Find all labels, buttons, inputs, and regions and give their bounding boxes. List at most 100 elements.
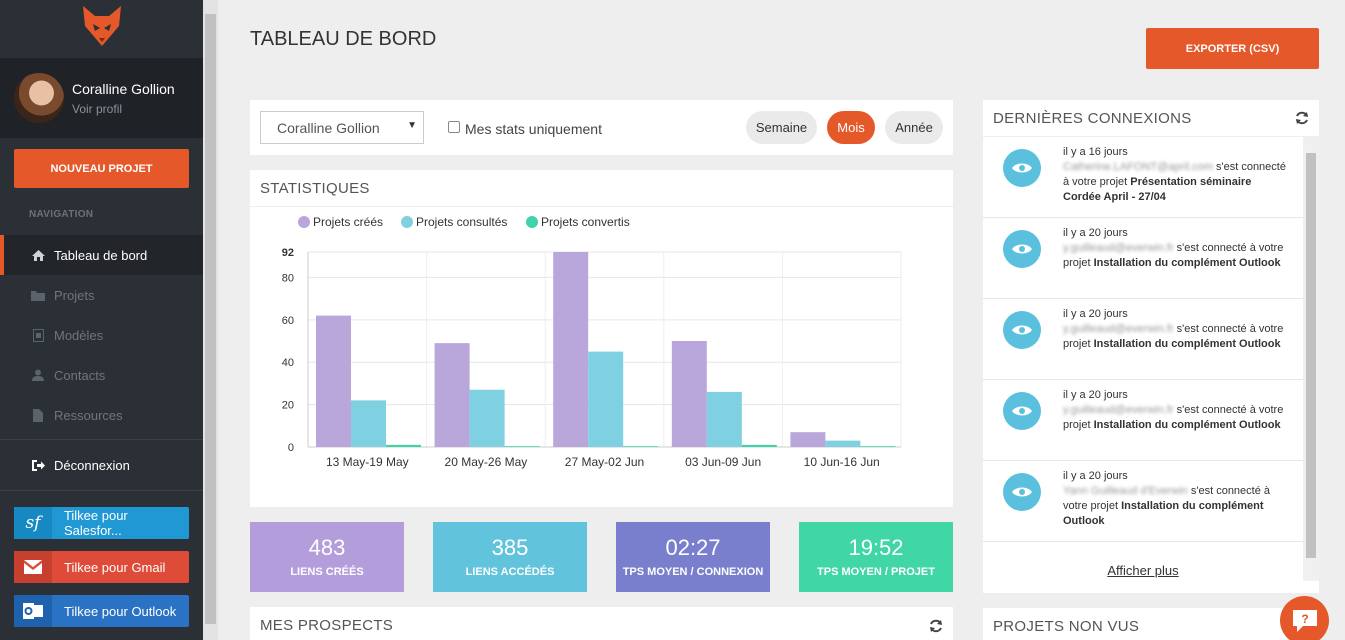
refresh-icon[interactable]: [929, 619, 943, 633]
connection-project[interactable]: Installation du complément Outlook: [1093, 419, 1281, 431]
logo[interactable]: [0, 0, 203, 58]
kpi-value: 483: [308, 535, 346, 560]
connection-action: s'est connecté à votre projet: [1063, 485, 1271, 512]
x-tick-label: 20 May-26 May: [445, 455, 528, 469]
connections-scrollbar[interactable]: [1303, 137, 1319, 581]
connection-time: il y a 20 jours: [1063, 470, 1128, 482]
legend-swatch: [526, 216, 538, 228]
period-year-button[interactable]: Année: [885, 111, 943, 144]
template-icon: [30, 328, 46, 342]
sidebar-item-contacts[interactable]: Contacts: [0, 355, 203, 395]
page-scrollbar[interactable]: [203, 0, 218, 640]
connection-item[interactable]: il y a 20 jours y.guilleaud@everwin.fr s'…: [983, 218, 1303, 299]
period-month-button[interactable]: Mois: [827, 111, 875, 144]
bar: [706, 391, 742, 447]
prospects-title: MES PROSPECTS: [260, 617, 394, 634]
home-icon: [30, 249, 46, 261]
connection-time: il y a 20 jours: [1063, 308, 1128, 320]
user-select-value: Coralline Gollion: [277, 119, 380, 136]
connection-text: il y a 20 jours y.guilleaud@everwin.fr s'…: [1063, 307, 1288, 352]
new-project-button[interactable]: NOUVEAU PROJET: [14, 149, 189, 188]
legend-item[interactable]: Projets convertis: [526, 215, 630, 229]
user-profile[interactable]: Coralline Gollion Voir profil: [0, 58, 203, 138]
connection-text: il y a 20 jours Yann Guilleaud d'Everwin …: [1063, 469, 1288, 529]
gmail-icon: [14, 551, 52, 583]
unseen-projects-panel: PROJETS NON VUS: [983, 608, 1319, 640]
divider: [250, 206, 953, 207]
connection-project[interactable]: Installation du complément Outlook: [1063, 500, 1264, 527]
scrollbar-thumb[interactable]: [205, 14, 216, 624]
x-tick-label: 10 Jun-16 Jun: [804, 455, 880, 469]
period-week-button[interactable]: Semaine: [746, 111, 817, 144]
connection-text: il y a 16 jours Catherine.LAFONT@april.co…: [1063, 145, 1288, 205]
stats-panel: STATISTIQUES Projets créés Projets consu…: [250, 170, 953, 507]
legend-item[interactable]: Projets consultés: [401, 215, 507, 229]
logout-icon: [30, 459, 46, 471]
connection-project[interactable]: Installation du complément Outlook: [1093, 257, 1281, 269]
legend-item[interactable]: Projets créés: [298, 215, 383, 229]
connection-project[interactable]: Présentation séminaire Cordée April - 27…: [1063, 176, 1252, 203]
my-stats-checkbox[interactable]: [448, 121, 460, 133]
connection-item[interactable]: il y a 20 jours y.guilleaud@everwin.fr s'…: [983, 380, 1303, 461]
bar: [671, 341, 707, 447]
connection-project[interactable]: Installation du complément Outlook: [1093, 338, 1281, 350]
x-tick-label: 03 Jun-09 Jun: [685, 455, 761, 469]
kpi-value: 02:27: [665, 535, 721, 560]
divider: [0, 490, 203, 491]
connection-user: y.guilleaud@everwin.fr: [1063, 404, 1174, 416]
sidebar-item-label: Ressources: [54, 407, 123, 423]
bar: [825, 440, 861, 447]
view-profile-link[interactable]: Voir profil: [72, 101, 123, 116]
kpi-label: LIENS ACCÉDÉS: [465, 566, 555, 578]
connection-action: s'est connecté à votre projet: [1063, 404, 1284, 431]
prospects-panel: MES PROSPECTS: [250, 607, 953, 640]
bar: [504, 446, 540, 447]
my-stats-label[interactable]: Mes stats uniquement: [465, 121, 602, 137]
divider: [983, 136, 1319, 137]
salesforce-icon: sf: [14, 507, 52, 539]
bar: [623, 446, 659, 447]
file-icon: [30, 408, 46, 422]
user-select[interactable]: Coralline Gollion ▼: [260, 111, 424, 144]
eye-icon: [1003, 230, 1041, 268]
y-tick-label: 20: [282, 400, 294, 412]
connection-item[interactable]: il y a 20 jours y.guilleaud@everwin.fr s'…: [983, 299, 1303, 380]
kpi-value: 385: [491, 535, 529, 560]
outlook-label: Tilkee pour Outlook: [64, 603, 177, 619]
y-tick-label: 80: [282, 272, 294, 284]
sidebar: Coralline Gollion Voir profil NOUVEAU PR…: [0, 0, 203, 640]
avatar[interactable]: [14, 73, 64, 123]
bar: [469, 389, 505, 447]
connections-list: il y a 16 jours Catherine.LAFONT@april.co…: [983, 137, 1303, 542]
filter-bar: Coralline Gollion ▼ Mes stats uniquement…: [250, 100, 953, 155]
salesforce-extension-button[interactable]: sf Tilkee pour Salesfor...: [14, 507, 189, 539]
legend-label: Projets consultés: [416, 215, 508, 229]
page-title: TABLEAU DE BORD: [250, 28, 437, 50]
scrollbar-thumb[interactable]: [1306, 153, 1316, 558]
profile-name: Coralline Gollion: [72, 80, 175, 97]
connection-item[interactable]: il y a 20 jours Yann Guilleaud d'Everwin …: [983, 461, 1303, 542]
help-chat-button[interactable]: ?: [1280, 596, 1329, 640]
unseen-projects-title: PROJETS NON VUS: [993, 618, 1140, 635]
kpi-label: TPS MOYEN / PROJET: [817, 566, 935, 578]
connection-item[interactable]: il y a 16 jours Catherine.LAFONT@april.co…: [983, 137, 1303, 218]
show-more-link[interactable]: Afficher plus: [1107, 563, 1179, 578]
sidebar-item-templates[interactable]: Modèles: [0, 315, 203, 355]
connection-action: s'est connecté à votre projet: [1063, 161, 1286, 188]
stats-bar-chart: 0 20 40 60 80 92 13 May-19 May 20 May-26 May 27 …: [282, 247, 902, 469]
outlook-extension-button[interactable]: Tilkee pour Outlook: [14, 595, 189, 627]
y-tick-label: 60: [282, 315, 294, 327]
connection-time: il y a 16 jours: [1063, 146, 1128, 158]
gmail-extension-button[interactable]: Tilkee pour Gmail: [14, 551, 189, 583]
salesforce-label: Tilkee pour Salesfor...: [63, 508, 128, 538]
connection-action: s'est connecté à votre projet: [1063, 242, 1284, 269]
export-csv-button[interactable]: EXPORTER (CSV): [1146, 28, 1319, 69]
sidebar-item-dashboard[interactable]: Tableau de bord: [0, 235, 203, 275]
sidebar-item-resources[interactable]: Ressources: [0, 395, 203, 435]
kpi-links-accessed: 385 LIENS ACCÉDÉS: [433, 522, 587, 592]
refresh-icon[interactable]: [1295, 111, 1309, 125]
legend-label: Projets créés: [313, 215, 384, 229]
sidebar-item-projects[interactable]: Projets: [0, 275, 203, 315]
logout-link[interactable]: Déconnexion: [0, 445, 203, 485]
gmail-label: Tilkee pour Gmail: [64, 559, 166, 575]
